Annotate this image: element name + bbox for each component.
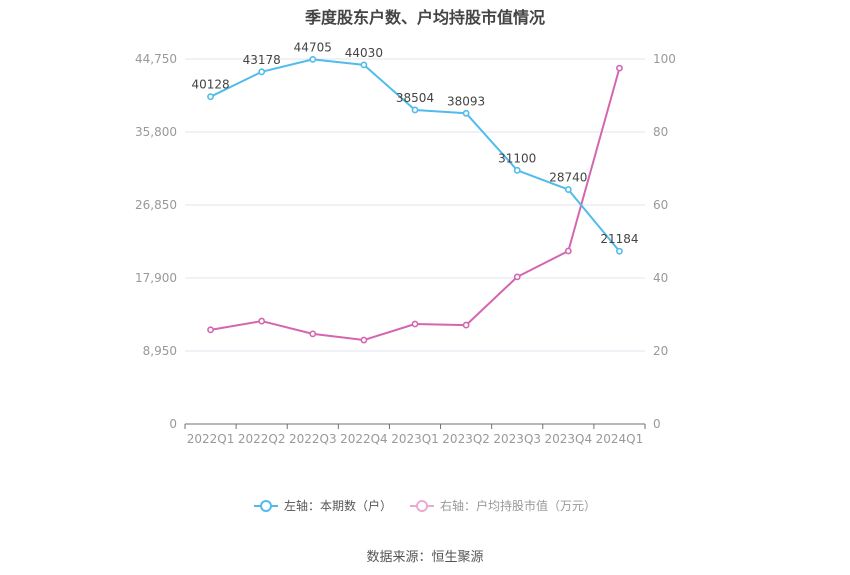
chart-title: 季度股东户数、户均持股市值情况 (304, 8, 545, 27)
data-point[interactable] (258, 68, 266, 76)
data-labels: 40128 43178 44705 44030 38504 38093 31100 28740… (191, 40, 638, 246)
x-axis-tick-label: 2022Q2 (238, 432, 286, 446)
x-axis-tick-label: 2023Q4 (545, 432, 593, 446)
data-point[interactable] (513, 166, 521, 174)
data-label: 28740 (549, 171, 587, 185)
legend-line-circle-icon (410, 499, 434, 512)
data-point[interactable] (616, 247, 623, 255)
data-point[interactable] (513, 273, 521, 281)
data-point[interactable] (258, 317, 266, 325)
right-axis-ticks: 0 20 40 60 80 100 (653, 52, 676, 431)
series-avg-holding-value[interactable] (207, 64, 623, 344)
series-shareholder-count[interactable] (207, 55, 623, 255)
right-axis-tick-label: 80 (653, 125, 668, 139)
legend-item-left-axis[interactable]: 左轴：本期数（户） (253, 497, 392, 514)
data-point[interactable] (564, 186, 572, 193)
data-label: 21184 (600, 232, 638, 246)
left-axis-tick-label: 8,950 (143, 344, 177, 358)
left-axis-tick-label: 26,850 (135, 198, 177, 212)
data-point[interactable] (360, 61, 368, 69)
legend-line-circle-icon (253, 499, 278, 512)
data-point[interactable] (207, 326, 214, 334)
data-point[interactable] (360, 336, 368, 344)
left-axis-tick-label: 17,900 (135, 271, 177, 285)
legend-label-left: 左轴：本期数（户） (283, 499, 392, 513)
data-label: 43178 (243, 53, 281, 67)
data-point[interactable] (616, 64, 623, 72)
data-point[interactable] (411, 106, 419, 114)
x-axis-tick-label: 2023Q3 (493, 432, 541, 446)
left-axis-tick-label: 35,800 (135, 125, 177, 139)
data-point[interactable] (309, 330, 317, 338)
left-axis-tick-label: 44,750 (135, 52, 177, 66)
right-axis-tick-label: 40 (653, 271, 668, 285)
x-axis-tick-label: 2022Q4 (340, 432, 388, 446)
data-label: 44030 (345, 46, 383, 60)
x-axis-tick-label: 2022Q3 (289, 432, 337, 446)
legend: 左轴：本期数（户） 右轴：户均持股市值（万元） (0, 497, 850, 514)
left-axis-tick-label: 0 (169, 417, 177, 431)
x-axis: 2022Q1 2022Q2 2022Q3 2022Q4 2023Q1 2023Q2 2023… (184, 423, 646, 446)
data-label: 31100 (498, 151, 536, 165)
data-point[interactable] (462, 321, 470, 329)
legend-label-right: 右轴：户均持股市值（万元） (440, 499, 597, 513)
right-axis-tick-label: 20 (653, 344, 668, 358)
data-point[interactable] (462, 109, 470, 117)
legend-item-right-axis[interactable]: 右轴：户均持股市值（万元） (410, 497, 596, 514)
right-axis-tick-label: 60 (653, 198, 668, 212)
data-label: 38093 (447, 94, 485, 108)
right-axis-tick-label: 100 (653, 52, 676, 66)
right-axis-tick-label: 0 (653, 417, 661, 431)
data-point[interactable] (207, 93, 214, 101)
data-point[interactable] (309, 55, 317, 63)
data-source: 数据来源：恒生聚源 (366, 550, 484, 565)
left-axis-ticks: 0 8,950 17,900 26,850 35,800 44,750 (135, 52, 177, 431)
x-axis-tick-label: 2023Q2 (442, 432, 490, 446)
line-chart: 0 8,950 17,900 26,850 35,800 44,750 0 20 40 60 80… (135, 40, 676, 446)
data-label: 44705 (294, 40, 332, 54)
x-axis-tick-label: 2022Q1 (187, 432, 235, 446)
data-label: 38504 (396, 91, 434, 105)
grid-lines (185, 58, 645, 352)
x-axis-tick-label: 2024Q1 (596, 432, 644, 446)
data-point[interactable] (411, 320, 419, 328)
data-label: 40128 (191, 78, 229, 92)
x-axis-tick-label: 2023Q1 (391, 432, 439, 446)
data-point[interactable] (564, 247, 572, 255)
